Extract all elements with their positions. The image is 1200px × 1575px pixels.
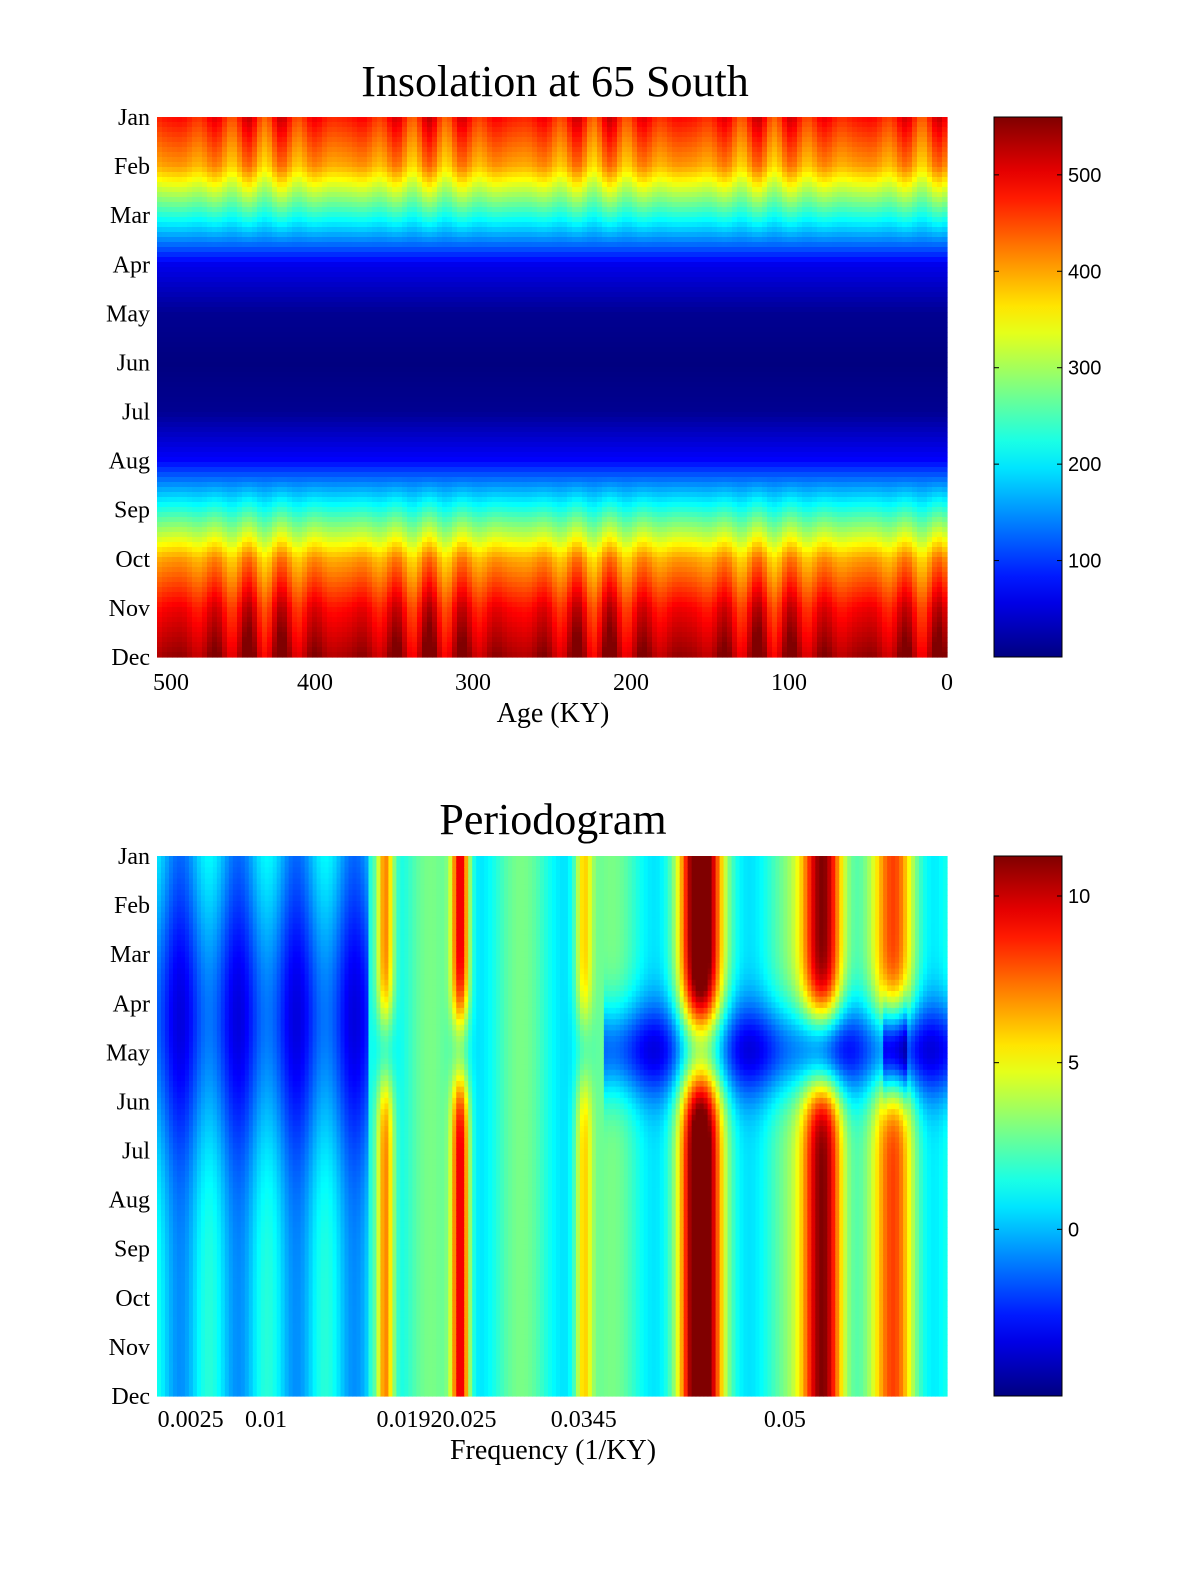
chart1-title: Insolation at 65 South [361,57,748,106]
chart2-x-tick: 0.025 [443,1407,497,1433]
chart2-y-tick-oct: Oct [115,1286,150,1312]
chart2-y-tick-may: May [106,1040,150,1066]
chart1-y-tick-jun: Jun [117,350,150,376]
chart1-x-tick: 0 [941,670,953,696]
chart1-y-tick-mar: Mar [110,203,150,229]
chart1-colorbar-tick: 400 [1068,261,1101,283]
chart2-y-tick-nov: Nov [109,1335,150,1361]
chart2-x-tick: 0.0025 [158,1407,224,1433]
chart1-x-axis-label: Age (KY) [497,698,610,729]
chart2-x-axis-label: Frequency (1/KY) [450,1435,656,1466]
chart1-heatmap [157,117,948,658]
chart1-x-tick: 200 [613,670,649,696]
chart2-x-tick: 0.05 [764,1407,806,1433]
chart2-colorbar-tick: 0 [1068,1219,1079,1241]
chart1-y-tick-feb: Feb [114,154,150,180]
chart2-x-tick: 0.01 [245,1407,287,1433]
chart2-x-tick: 0.0345 [551,1407,617,1433]
chart1-x-tick: 500 [153,670,189,696]
chart2-colorbar-gradient [994,856,1062,1396]
chart1-y-axis: Jan Feb Mar Apr May Jun Jul Aug Sep Oct Nov Dec [106,105,150,671]
chart1-y-tick-sep: Sep [114,498,150,524]
chart2-colorbar: 0 5 10 [994,856,1090,1396]
chart2-x-tick: 0.0192 [377,1407,443,1433]
chart2-y-tick-sep: Sep [114,1237,150,1263]
chart2-y-tick-aug: Aug [109,1188,150,1214]
chart1-x-tick: 100 [771,670,807,696]
chart2-y-tick-jan: Jan [118,844,150,870]
chart1-y-tick-oct: Oct [115,547,150,573]
chart2-y-tick-feb: Feb [114,893,150,919]
chart1-y-tick-may: May [106,301,150,327]
chart1-x-tick: 300 [455,670,491,696]
chart2-title: Periodogram [439,795,666,844]
chart2-y-tick-jul: Jul [122,1139,150,1165]
chart1-colorbar-tick: 200 [1068,454,1101,476]
chart1-colorbar-gradient [994,117,1062,657]
chart2-y-tick-apr: Apr [113,991,150,1017]
chart2-y-tick-jun: Jun [117,1089,150,1115]
chart1-y-tick-jul: Jul [122,400,150,426]
chart2-colorbar-tick: 5 [1068,1053,1079,1075]
chart2-y-tick-mar: Mar [110,942,150,968]
chart1-colorbar-tick: 500 [1068,165,1101,187]
chart1-y-tick-nov: Nov [109,596,150,622]
chart2-colorbar-tick: 10 [1068,886,1090,908]
chart2-y-tick-dec: Dec [111,1384,150,1410]
chart2-x-axis: 0.0025 0.01 0.0192 0.025 0.0345 0.05 [158,1407,806,1433]
chart1-colorbar-tick: 300 [1068,358,1101,380]
chart1-colorbar-tick: 100 [1068,551,1101,573]
chart1-x-axis: 500 400 300 200 100 0 [153,670,953,696]
chart2-y-axis: Jan Feb Mar Apr May Jun Jul Aug Sep Oct Nov Dec [106,844,150,1410]
chart1-x-tick: 400 [297,670,333,696]
chart1-y-tick-dec: Dec [111,645,150,671]
chart1-y-tick-aug: Aug [109,449,150,475]
chart1-y-tick-jan: Jan [118,105,150,131]
chart1-colorbar: 100 200 300 400 500 [994,117,1101,657]
chart1-y-tick-apr: Apr [113,252,150,278]
chart2-heatmap [157,856,948,1397]
